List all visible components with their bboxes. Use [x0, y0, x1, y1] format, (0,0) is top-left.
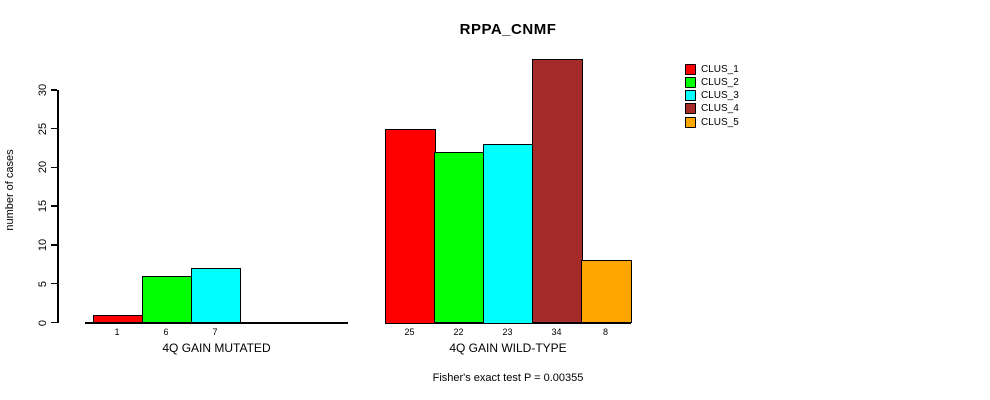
legend-item-clus-1: CLUS_1 — [685, 63, 739, 75]
bar-clus-5 — [581, 260, 632, 324]
y-tick — [50, 244, 57, 246]
bar-value-label: 7 — [212, 326, 218, 337]
y-tick — [50, 321, 57, 324]
fisher-test-note: Fisher's exact test P = 0.00355 — [432, 372, 584, 384]
bar-value-label: 23 — [502, 326, 513, 337]
bar-clus-3 — [483, 144, 534, 324]
y-axis-line — [57, 89, 59, 324]
y-tick — [50, 166, 57, 169]
y-tick — [50, 205, 57, 207]
legend-label: CLUS_5 — [701, 116, 739, 128]
legend-color-swatch-icon — [685, 103, 696, 115]
bar-clus-4 — [532, 58, 583, 324]
legend-label: CLUS_3 — [701, 90, 739, 102]
legend-item-clus-5: CLUS_5 — [685, 116, 739, 128]
bar-value-label: 25 — [404, 326, 415, 337]
y-tick — [50, 89, 57, 91]
bar-value-label: 1 — [114, 326, 120, 337]
chart-title: RPPA_CNMF — [459, 21, 557, 38]
bar-clus-3 — [190, 268, 241, 324]
y-tick — [50, 282, 57, 285]
bar-value-label: 6 — [163, 326, 169, 337]
y-tick — [50, 127, 57, 130]
group-axis-label: 4Q GAIN WILD-TYPE — [449, 341, 567, 355]
legend-label: CLUS_1 — [701, 63, 739, 75]
legend-color-swatch-icon — [685, 90, 696, 102]
legend-color-swatch-icon — [685, 76, 696, 88]
legend-item-clus-2: CLUS_2 — [685, 76, 739, 88]
bar-value-label: 22 — [453, 326, 464, 337]
legend-item-clus-3: CLUS_3 — [685, 90, 739, 102]
legend-label: CLUS_4 — [701, 103, 739, 115]
legend-label: CLUS_2 — [701, 76, 739, 88]
legend-color-swatch-icon — [685, 116, 696, 128]
legend-color-swatch-icon — [685, 63, 696, 75]
bar-value-label: 8 — [602, 326, 608, 337]
group-axis-label: 4Q GAIN MUTATED — [162, 341, 271, 355]
legend-item-clus-4: CLUS_4 — [685, 103, 739, 115]
bar-value-label: 34 — [551, 326, 562, 337]
